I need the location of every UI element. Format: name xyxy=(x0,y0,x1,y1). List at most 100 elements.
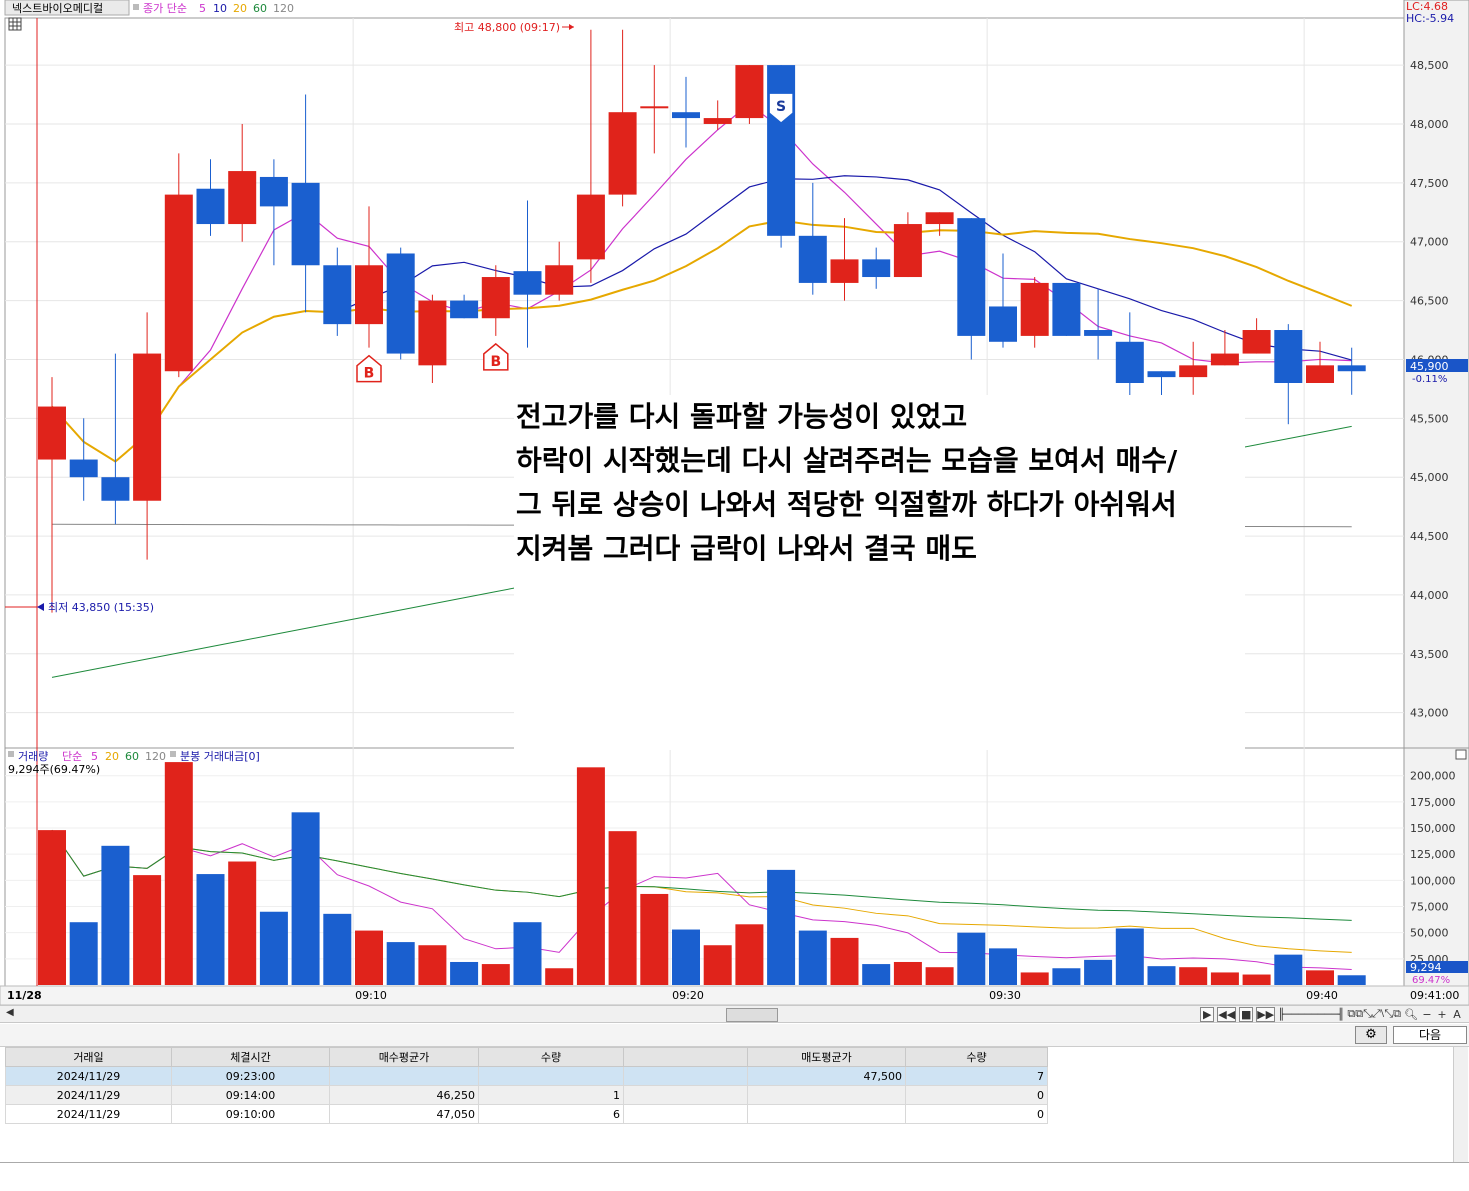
cell-sell-qty: 7 xyxy=(905,1066,1048,1086)
candle-body xyxy=(513,271,542,295)
candle-body xyxy=(481,277,510,319)
volume-bar xyxy=(672,929,700,985)
volume-bar xyxy=(69,922,98,985)
candle-body xyxy=(1020,282,1049,336)
candle-body xyxy=(450,300,479,319)
price-tick-label: 47,000 xyxy=(1410,236,1449,249)
header-trade-date[interactable]: 거래일 xyxy=(5,1047,172,1067)
table-row[interactable]: 2024/11/29 09:14:00 46,250 1 0 xyxy=(5,1085,1048,1105)
trade-signals: B B S xyxy=(356,92,794,383)
ma-legend-120: 120 xyxy=(273,2,294,15)
forward-icon[interactable]: ▶▶ xyxy=(1256,1006,1276,1022)
candle-body xyxy=(101,477,130,501)
settings-gear-icon[interactable]: ⚙ xyxy=(1355,1026,1387,1044)
next-button[interactable]: 다음 xyxy=(1393,1026,1467,1044)
chart-tools-icon[interactable]: ⧉⧉⤡⤢⧵⤡⧉ xyxy=(1347,1007,1402,1020)
candle-body xyxy=(1337,365,1366,372)
candle-body xyxy=(69,459,98,478)
ma-line-20 xyxy=(51,219,1353,463)
cell-buy-qty: 1 xyxy=(478,1085,624,1105)
stop-icon[interactable]: ■ xyxy=(1239,1006,1254,1022)
stock-chart[interactable]: BBS 48,50048,00047,50047,00046,50046,000… xyxy=(0,0,1469,1005)
cell-date: 2024/11/29 xyxy=(5,1066,172,1086)
price-tick-label: 44,500 xyxy=(1410,530,1449,543)
volume-bar xyxy=(133,875,162,985)
zoom-out-icon[interactable]: − xyxy=(1422,1007,1432,1021)
cell-sell-qty: 0 xyxy=(905,1085,1048,1105)
volume-legend-label: 거래량 xyxy=(18,750,48,763)
candle-body xyxy=(576,194,605,260)
date-label: 11/28 xyxy=(7,989,42,1002)
volume-bar xyxy=(1147,966,1176,985)
candle-body xyxy=(38,406,66,460)
volume-bar xyxy=(989,948,1017,985)
auto-icon[interactable]: A xyxy=(1453,1007,1461,1021)
table-row[interactable]: 2024/11/29 09:10:00 47,050 6 0 xyxy=(5,1104,1048,1124)
volume-bar xyxy=(228,861,257,985)
hc-value: HC:-5.94 xyxy=(1406,12,1454,25)
header-sell-avg[interactable]: 매도평균가 xyxy=(747,1047,906,1067)
cell-blank xyxy=(623,1066,748,1086)
volume-bar xyxy=(1274,954,1303,985)
volume-bar xyxy=(164,762,193,985)
right-time-label: 09:41:00 xyxy=(1410,989,1459,1002)
table-vertical-scrollbar[interactable] xyxy=(1453,1047,1468,1162)
chart-scrollbar[interactable]: ◀ ▶ ◀◀ ■ ▶▶ ╟────────╢ ⧉⧉⤡⤢⧵⤡⧉ 🔍︎ − + A xyxy=(0,1005,1469,1023)
panel-close-icon[interactable] xyxy=(1455,749,1467,760)
buy-signal-icon xyxy=(483,342,509,371)
zoom-icon[interactable]: 🔍︎ xyxy=(1404,1007,1418,1021)
cell-date: 2024/11/29 xyxy=(5,1085,172,1105)
buy-signal-icon xyxy=(356,354,382,383)
volume-bar xyxy=(386,942,415,985)
buy-signal-label: B xyxy=(364,366,375,382)
low-annotation: 최저 43,850 (15:35) xyxy=(48,601,154,614)
price-tick-label: 48,000 xyxy=(1410,118,1449,131)
header-buy-qty[interactable]: 수량 xyxy=(478,1047,624,1067)
time-tick-label: 09:40 xyxy=(1306,989,1338,1002)
volume-bar xyxy=(196,874,225,985)
table-icon[interactable] xyxy=(8,17,22,31)
header-sell-qty[interactable]: 수량 xyxy=(905,1047,1048,1067)
sell-signal-icon xyxy=(768,92,794,125)
price-tick-labels: 48,50048,00047,50047,00046,50046,00045,5… xyxy=(1410,59,1449,720)
candle-body xyxy=(1052,282,1081,336)
current-volume-tag xyxy=(1406,961,1468,973)
cell-sell-avg xyxy=(747,1104,906,1124)
volume-bar xyxy=(38,830,66,985)
volume-tick-label: 200,000 xyxy=(1410,770,1456,783)
ma-legend-60: 60 xyxy=(253,2,267,15)
price-tick-label: 48,500 xyxy=(1410,59,1449,72)
time-tick-label: 09:20 xyxy=(672,989,704,1002)
candle-body xyxy=(989,306,1017,342)
chart-navigation: ▶ ◀◀ ■ ▶▶ ╟────────╢ ⧉⧉⤡⤢⧵⤡⧉ 🔍︎ − + A xyxy=(1200,1006,1463,1022)
cell-blank xyxy=(623,1085,748,1105)
candle-body xyxy=(386,253,415,354)
ma-line-5 xyxy=(51,103,1352,463)
volume-bar xyxy=(893,961,922,985)
scroll-left-icon[interactable]: ◀ xyxy=(6,1007,14,1018)
candle-body xyxy=(703,118,732,124)
annotation-line-2: 하락이 시작했는데 다시 살려주려는 모습을 보여서 매수/ xyxy=(516,444,1178,477)
candle-body xyxy=(1210,353,1239,366)
zoom-in-icon[interactable]: + xyxy=(1437,1007,1447,1021)
cell-date: 2024/11/29 xyxy=(5,1104,172,1124)
scroll-thumb[interactable] xyxy=(726,1008,778,1022)
header-exec-time[interactable]: 체결시간 xyxy=(171,1047,330,1067)
volume-bar xyxy=(418,945,447,985)
candle-body xyxy=(608,112,637,195)
volume-bar xyxy=(355,930,383,985)
header-buy-avg[interactable]: 매수평균가 xyxy=(329,1047,479,1067)
volume-current-info: 9,294주(69.47%) xyxy=(8,763,100,776)
speed-slider-icon[interactable]: ╟────────╢ xyxy=(1278,1007,1345,1021)
cell-sell-qty: 0 xyxy=(905,1104,1048,1124)
candle-body xyxy=(798,235,827,283)
play-icon[interactable]: ▶ xyxy=(1200,1006,1215,1022)
ma-legend-5: 5 xyxy=(199,2,206,15)
table-row[interactable]: 2024/11/29 09:23:00 47,500 7 xyxy=(5,1066,1048,1086)
volume-bar xyxy=(767,869,796,985)
header-blank[interactable] xyxy=(623,1047,748,1067)
stock-name-box[interactable] xyxy=(4,0,130,16)
rewind-icon[interactable]: ◀◀ xyxy=(1217,1006,1237,1022)
candle-body xyxy=(1147,371,1176,378)
volume-bar xyxy=(1052,968,1081,985)
